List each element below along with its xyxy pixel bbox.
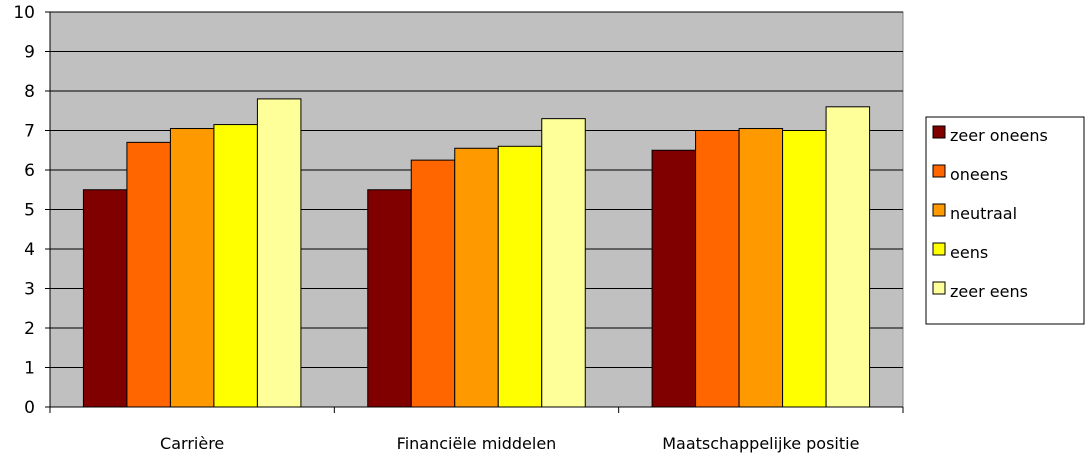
y-tick-label: 4	[24, 240, 35, 260]
bar	[410, 159, 456, 408]
x-axis: Carrière Financiële middelen Maatschappeli…	[49, 406, 904, 453]
legend-label: oneens	[950, 165, 1008, 184]
y-tick-label: 2	[24, 319, 35, 339]
bars	[82, 98, 871, 408]
bar	[738, 128, 784, 408]
bar	[497, 145, 543, 408]
bar	[213, 124, 258, 408]
bar	[126, 141, 171, 408]
legend-label: zeer eens	[950, 282, 1028, 301]
legend-swatch	[932, 281, 946, 295]
bar	[541, 118, 586, 408]
y-tick-label: 6	[24, 161, 35, 181]
y-tick-label: 9	[24, 43, 35, 63]
legend-box	[925, 116, 1085, 325]
y-tick-label: 7	[24, 122, 35, 142]
bar	[695, 130, 740, 408]
bar	[651, 149, 697, 408]
bar	[169, 128, 215, 408]
legend-swatch	[932, 203, 946, 217]
y-tick-label: 3	[24, 280, 35, 300]
bar	[782, 130, 827, 408]
y-tick-label: 8	[24, 82, 35, 102]
legend: zeer oneens oneens neutraal eens zeer eens	[925, 116, 1085, 325]
x-tick-label: Maatschappelijke positie	[662, 434, 859, 453]
legend-label: eens	[950, 243, 988, 262]
bar	[367, 189, 412, 408]
y-tick-label: 5	[24, 201, 35, 221]
bar	[82, 189, 128, 408]
bar	[256, 98, 302, 408]
legend-swatch	[932, 164, 946, 178]
y-tick-label: 0	[24, 398, 35, 418]
bar	[825, 106, 871, 408]
y-tick-label: 10	[13, 3, 35, 23]
legend-swatch	[932, 125, 946, 139]
x-tick-label: Carrière	[160, 434, 224, 453]
bar	[454, 147, 499, 408]
legend-swatch	[932, 242, 946, 256]
y-tick-label: 1	[24, 359, 35, 379]
y-axis: 0 1 2 3 4 5 6 7 8 9 10	[13, 3, 51, 418]
legend-label: neutraal	[950, 204, 1017, 223]
legend-label: zeer oneens	[950, 126, 1048, 145]
x-tick-label: Financiële middelen	[397, 434, 557, 453]
